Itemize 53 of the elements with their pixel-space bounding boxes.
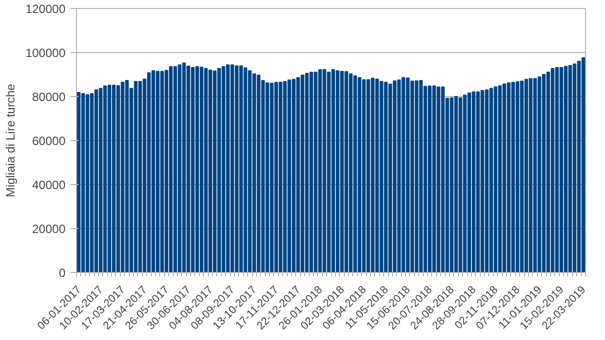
bar [388, 84, 392, 272]
bar [397, 80, 401, 272]
bar [467, 92, 472, 272]
bar [173, 66, 178, 272]
y-tick-label: 20000 [32, 222, 66, 236]
y-tick-label: 0 [58, 266, 66, 280]
y-tick-label: 120000 [25, 2, 66, 16]
bar [436, 86, 440, 272]
bar [546, 72, 550, 272]
y-axis-title: Migliaia di Lire turche [3, 83, 18, 198]
y-tick-label: 100000 [25, 46, 66, 60]
bar [348, 73, 353, 272]
bar [252, 73, 256, 272]
y-tick-label: 80000 [32, 90, 66, 104]
bar [278, 82, 282, 272]
bar [190, 66, 195, 272]
bar [516, 81, 520, 272]
bar [506, 82, 511, 272]
bar [533, 78, 537, 272]
bar [94, 89, 98, 272]
bar [76, 92, 81, 272]
bar [484, 89, 489, 272]
bar [125, 80, 129, 272]
y-tick-label: 60000 [32, 134, 66, 148]
bar [428, 85, 432, 272]
y-tick-label: 40000 [32, 178, 66, 192]
bar [326, 72, 331, 272]
bar [340, 70, 344, 272]
bar [331, 69, 336, 272]
bar [564, 66, 568, 272]
bar [300, 74, 304, 272]
bar [524, 78, 528, 272]
bar [134, 81, 138, 272]
bar [358, 77, 362, 272]
bar [380, 81, 384, 272]
bar [230, 64, 234, 272]
bar [555, 66, 559, 272]
bar [318, 69, 322, 272]
bar [103, 85, 107, 272]
bar [112, 84, 116, 272]
bar [309, 72, 314, 272]
bar [476, 91, 480, 272]
bar [581, 57, 586, 272]
bar [151, 70, 156, 272]
bar [212, 70, 217, 272]
bar [292, 78, 296, 272]
bar [182, 62, 186, 272]
bar [270, 82, 274, 272]
bar [572, 63, 576, 272]
bar [222, 66, 226, 272]
bar [86, 94, 90, 272]
bar [366, 79, 370, 272]
bar [406, 78, 410, 272]
